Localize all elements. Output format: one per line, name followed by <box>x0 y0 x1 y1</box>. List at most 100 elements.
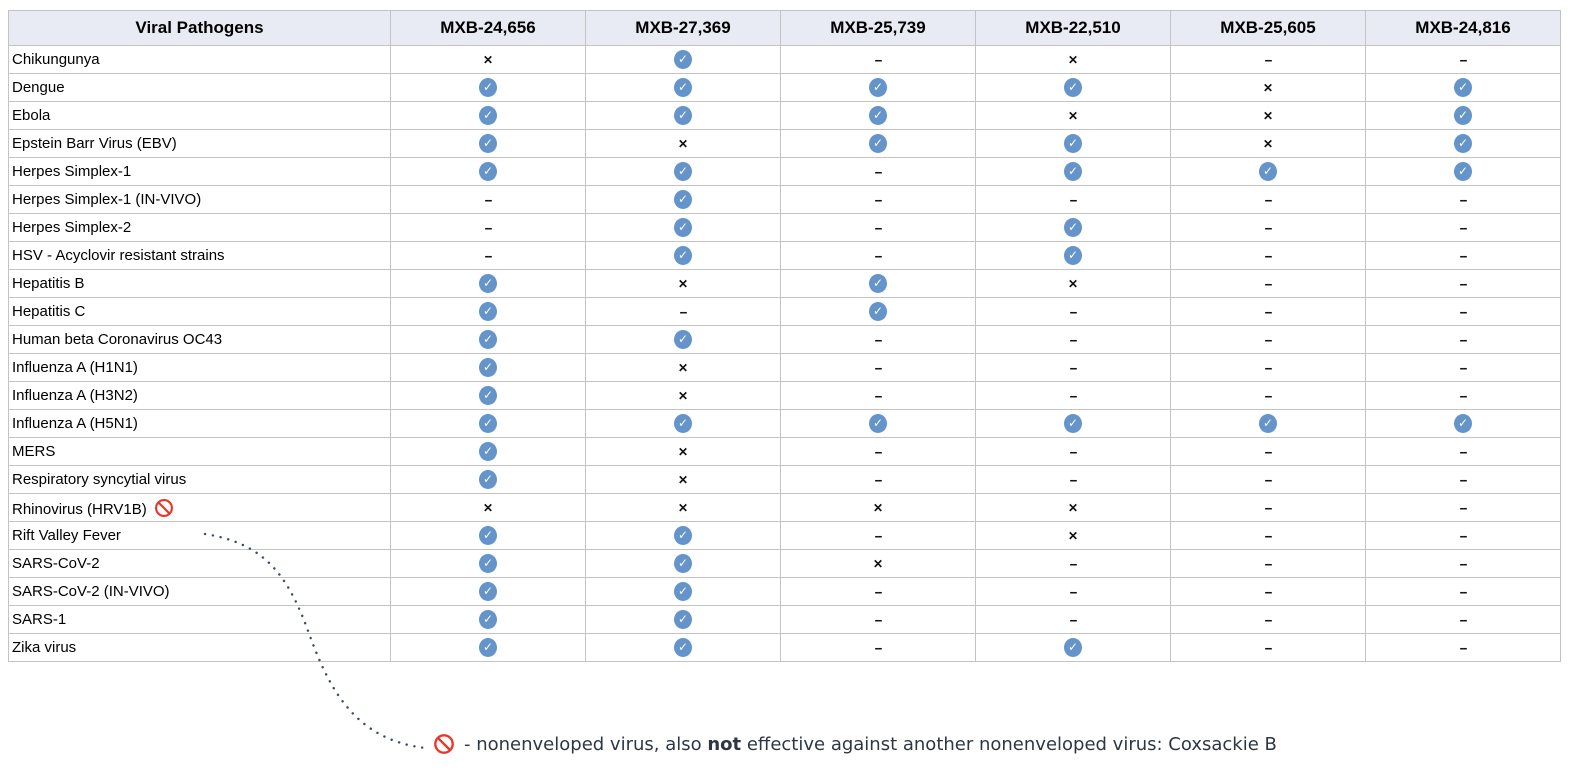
result-cell: -- <box>975 549 1171 578</box>
result-cell: ✓ <box>585 577 781 606</box>
dash-mark: -- <box>874 443 883 459</box>
check-icon: ✓ <box>479 610 497 629</box>
result-cell: ✕ <box>585 465 781 494</box>
pathogen-cell: Zika virus <box>8 633 391 662</box>
x-mark: ✕ <box>872 556 884 571</box>
dash-mark: -- <box>1264 331 1273 347</box>
pathogen-label: Herpes Simplex-1 (IN-VIVO) <box>12 191 202 208</box>
result-cell: ✓ <box>780 297 976 326</box>
result-cell: -- <box>780 213 976 242</box>
dash-mark: -- <box>1264 499 1273 515</box>
result-cell: -- <box>975 381 1171 410</box>
pathogen-label: Rift Valley Fever <box>12 527 121 544</box>
result-cell: -- <box>390 213 586 242</box>
check-icon: ✓ <box>479 414 497 433</box>
check-icon: ✓ <box>869 78 887 97</box>
result-cell: -- <box>975 437 1171 466</box>
result-cell: ✕ <box>780 493 976 522</box>
result-cell: ✓ <box>975 129 1171 158</box>
table-row: Ebola ✓ ✓ ✓ ✕ ✕ ✓ <box>8 101 1561 130</box>
result-cell: -- <box>975 577 1171 606</box>
dash-mark: -- <box>1264 583 1273 599</box>
result-cell: ✓ <box>390 297 586 326</box>
check-icon: ✓ <box>869 106 887 125</box>
result-cell: ✕ <box>975 45 1171 74</box>
result-cell: -- <box>1170 437 1366 466</box>
result-cell: ✕ <box>1170 73 1366 102</box>
result-cell: -- <box>1170 465 1366 494</box>
dash-mark: -- <box>1459 387 1468 403</box>
table-row: SARS-1 ✓ ✓ -- -- -- -- <box>8 605 1561 634</box>
pathogen-cell: Hepatitis B <box>8 269 391 298</box>
table-row: Influenza A (H5N1) ✓ ✓ ✓ ✓ ✓ ✓ <box>8 409 1561 438</box>
result-cell: -- <box>390 185 586 214</box>
result-cell: ✕ <box>585 437 781 466</box>
result-cell: -- <box>1170 633 1366 662</box>
dash-mark: -- <box>1459 471 1468 487</box>
pathogen-cell: Influenza A (H5N1) <box>8 409 391 438</box>
pathogen-cell: Hepatitis C <box>8 297 391 326</box>
result-cell: ✓ <box>390 549 586 578</box>
check-icon: ✓ <box>869 274 887 293</box>
pathogen-label: Herpes Simplex-1 <box>12 163 132 180</box>
dash-mark: -- <box>1459 499 1468 515</box>
x-mark: ✕ <box>677 276 689 291</box>
check-icon: ✓ <box>674 218 692 237</box>
compound-column-header: MXB-25,605 <box>1170 10 1366 46</box>
dash-mark: -- <box>1459 583 1468 599</box>
result-cell: -- <box>1365 185 1561 214</box>
dash-mark: -- <box>874 331 883 347</box>
x-mark: ✕ <box>677 360 689 375</box>
dash-mark: -- <box>1264 611 1273 627</box>
result-cell: ✓ <box>390 633 586 662</box>
result-cell: ✓ <box>1365 73 1561 102</box>
dash-mark: -- <box>1264 527 1273 543</box>
dash-mark: -- <box>874 51 883 67</box>
x-mark: ✕ <box>482 52 494 67</box>
pathogen-label: Respiratory syncytial virus <box>12 471 187 488</box>
check-icon: ✓ <box>479 386 497 405</box>
result-cell: ✕ <box>975 269 1171 298</box>
dash-mark: -- <box>1264 359 1273 375</box>
check-icon: ✓ <box>674 246 692 265</box>
check-icon: ✓ <box>674 414 692 433</box>
result-cell: -- <box>780 185 976 214</box>
table-row: Hepatitis C ✓ -- ✓ -- -- -- <box>8 297 1561 326</box>
pathogen-label: MERS <box>12 443 56 460</box>
check-icon: ✓ <box>674 638 692 657</box>
result-cell: ✓ <box>1365 409 1561 438</box>
check-icon: ✓ <box>674 190 692 209</box>
result-cell: -- <box>1365 465 1561 494</box>
table-row: SARS-CoV-2 ✓ ✓ ✕ -- -- -- <box>8 549 1561 578</box>
dash-mark: -- <box>874 219 883 235</box>
result-cell: ✓ <box>390 437 586 466</box>
result-cell: -- <box>1365 521 1561 550</box>
result-cell: -- <box>1170 269 1366 298</box>
result-cell: -- <box>1170 493 1366 522</box>
result-cell: ✕ <box>975 521 1171 550</box>
result-cell: ✓ <box>390 381 586 410</box>
result-cell: ✓ <box>975 241 1171 270</box>
check-icon: ✓ <box>674 582 692 601</box>
result-cell: -- <box>975 353 1171 382</box>
pathogen-cell: Epstein Barr Virus (EBV) <box>8 129 391 158</box>
dash-mark: -- <box>1264 555 1273 571</box>
compound-column-header: MXB-27,369 <box>585 10 781 46</box>
result-cell: -- <box>1170 213 1366 242</box>
result-cell: ✓ <box>390 325 586 354</box>
result-cell: ✓ <box>1170 157 1366 186</box>
result-cell: ✓ <box>975 73 1171 102</box>
footnote-prefix: - nonenveloped virus, also <box>464 733 708 755</box>
result-cell: -- <box>975 325 1171 354</box>
check-icon: ✓ <box>479 302 497 321</box>
result-cell: ✓ <box>390 101 586 130</box>
pathogen-cell: SARS-CoV-2 (IN-VIVO) <box>8 577 391 606</box>
result-cell: -- <box>780 157 976 186</box>
compound-column-header: MXB-22,510 <box>975 10 1171 46</box>
x-mark: ✕ <box>677 500 689 515</box>
result-cell: ✕ <box>975 101 1171 130</box>
pathogen-label: HSV - Acyclovir resistant strains <box>12 247 225 264</box>
pathogen-label: Dengue <box>12 79 65 96</box>
result-cell: ✓ <box>780 73 976 102</box>
dash-mark: -- <box>1264 303 1273 319</box>
